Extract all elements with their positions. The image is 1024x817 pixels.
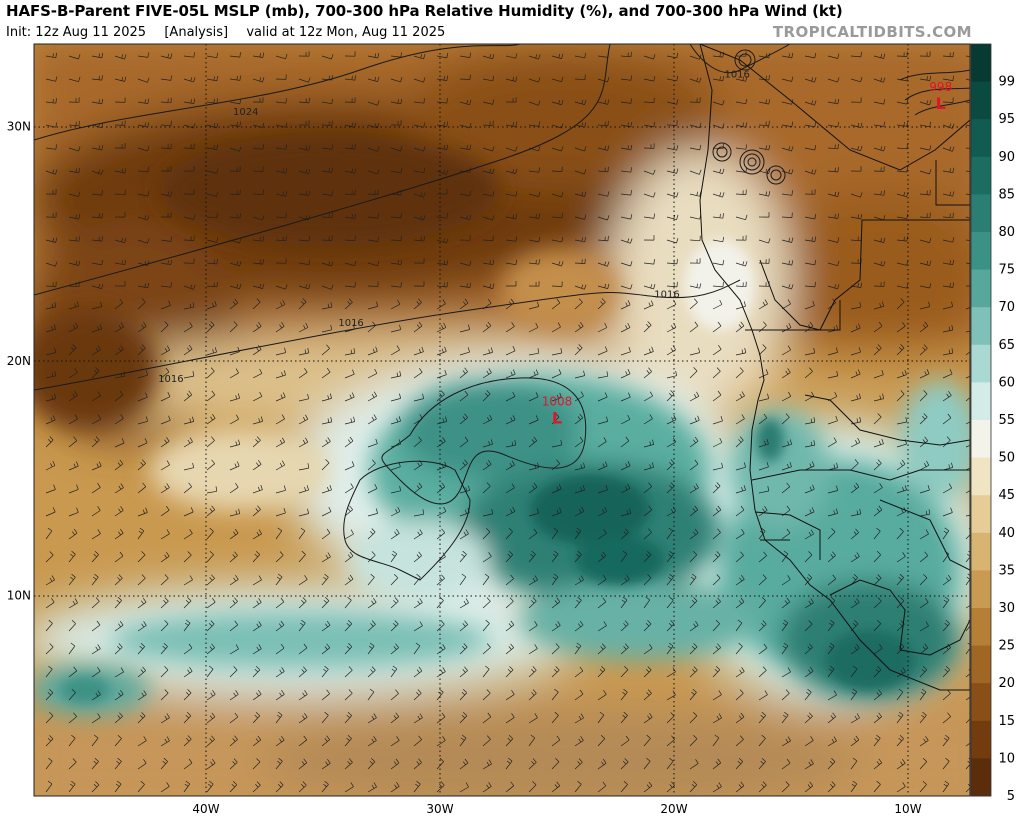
colorbar-label: 30: [998, 601, 1015, 616]
longitude-label: 40W: [192, 802, 219, 816]
colorbar-swatch: [971, 532, 991, 571]
latitude-label: 10N: [7, 589, 31, 603]
colorbar-label: 99: [998, 75, 1015, 90]
colorbar-label: 90: [998, 150, 1015, 165]
longitude-label: 20W: [660, 802, 687, 816]
chart-subtitle: Init: 12z Aug 11 2025 [Analysis] valid a…: [6, 25, 445, 40]
colorbar-swatch: [971, 269, 991, 308]
map-border: [33, 43, 971, 797]
humidity-colorbar: 99 95 90 85 80 75 70 65 60 55 50 45 40 35 30 25 20 15 10 5: [970, 43, 1015, 804]
colorbar-label: 10: [998, 751, 1015, 766]
colorbar-swatch: [971, 758, 991, 797]
colorbar-label: 5: [1007, 789, 1015, 804]
colorbar-swatch: [971, 420, 991, 459]
colorbar-label: 85: [998, 187, 1015, 202]
low-pressure-letter: L: [936, 94, 946, 113]
init-label: Init: 12z Aug 11 2025: [6, 25, 147, 40]
colorbar-label: 70: [998, 300, 1015, 315]
colorbar-swatch: [971, 645, 991, 684]
isobar-label: 1016: [654, 290, 679, 301]
analysis-label: [Analysis]: [164, 25, 229, 40]
wind-barb-field: [45, 51, 970, 793]
brand-watermark: TROPICALTIDBITS.COM: [772, 23, 972, 41]
latitude-label: 20N: [7, 354, 31, 368]
colorbar-swatch: [971, 156, 991, 195]
latitude-label: 30N: [7, 120, 31, 134]
colorbar-swatch: [971, 119, 991, 158]
latitude-labels: 30N 20N 10N: [7, 120, 31, 603]
colorbar-label: 50: [998, 451, 1015, 466]
colorbar-swatch: [971, 495, 991, 534]
wind-barbs: [45, 51, 970, 793]
colorbar-swatch: [971, 307, 991, 346]
colorbar-label: 60: [998, 375, 1015, 390]
colorbar-swatch: [971, 382, 991, 421]
colorbar-swatch: [971, 44, 991, 83]
colorbar-swatch: [971, 720, 991, 759]
colorbar-label: 20: [998, 676, 1015, 691]
low-pressure-value: 998: [929, 80, 952, 94]
longitude-labels: 40W 30W 20W 10W: [192, 802, 921, 816]
isobar-label: 1016: [158, 374, 183, 385]
colorbar-swatch: [971, 232, 991, 271]
coastlines: [699, 44, 970, 691]
low-pressure-value: 1008: [542, 394, 573, 408]
isobar-label: 1016: [724, 69, 749, 80]
isobar-label: 1024: [233, 107, 258, 118]
colorbar-label: 80: [998, 225, 1015, 240]
colorbar-swatch: [971, 457, 991, 496]
isobar-label: 1016: [338, 318, 363, 329]
colorbar-swatch: [971, 194, 991, 233]
colorbar-label: 95: [998, 112, 1015, 127]
colorbar-label: 15: [998, 714, 1015, 729]
colorbar-label: 45: [998, 488, 1015, 503]
isobars: [34, 44, 970, 581]
isobar-labels: 1024 1016 1016 1016 1016: [158, 69, 750, 385]
colorbar-label: 75: [998, 263, 1015, 278]
colorbar-swatch: [971, 608, 991, 647]
low-pressure-letter: L: [552, 408, 562, 427]
colorbar-label: 25: [998, 639, 1015, 654]
graticule: [34, 44, 970, 796]
colorbar-swatch: [971, 570, 991, 609]
colorbar-label: 40: [998, 526, 1015, 541]
longitude-label: 30W: [426, 802, 453, 816]
longitude-label: 10W: [894, 802, 921, 816]
valid-label: valid at 12z Mon, Aug 11 2025: [246, 25, 446, 40]
colorbar-label: 65: [998, 338, 1015, 353]
chart-title: HAFS-B-Parent FIVE-05L MSLP (mb), 700-30…: [6, 2, 843, 20]
colorbar-swatch: [971, 344, 991, 383]
colorbar-label: 35: [998, 563, 1015, 578]
colorbar-swatch: [971, 683, 991, 722]
humidity-field: [34, 44, 970, 796]
colorbar-label: 55: [998, 413, 1015, 428]
colorbar-border: [970, 43, 992, 797]
colorbar-swatch: [971, 81, 991, 120]
